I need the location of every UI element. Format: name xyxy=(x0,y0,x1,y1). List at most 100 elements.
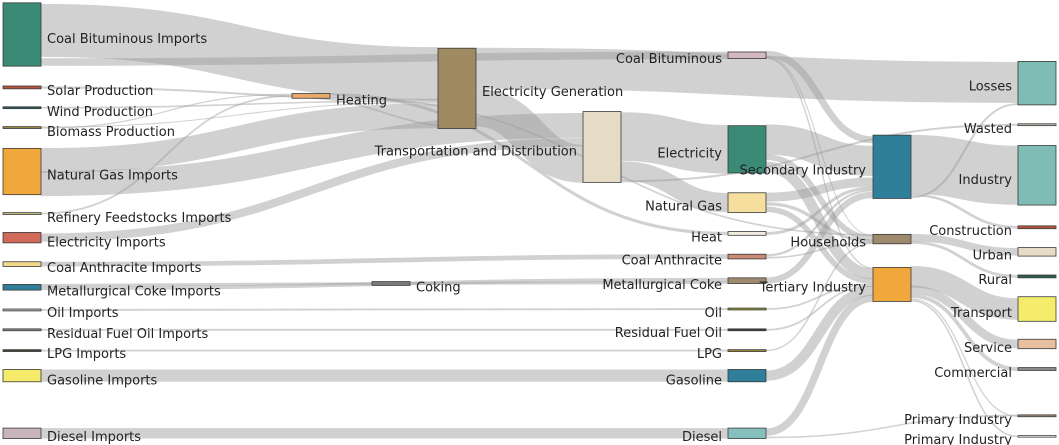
sankey-link-gas_imp-to-td xyxy=(40,112,584,197)
sankey-link-coal_anthr-to-households xyxy=(765,241,874,259)
sankey-link-solar-to-elec_gen xyxy=(40,86,439,101)
sankey-node-oil_imp xyxy=(2,308,42,312)
sankey-node-elec_imp xyxy=(2,232,42,244)
sankey-node-elec_gen xyxy=(437,47,477,129)
sankey-label-electricity: Electricity xyxy=(657,147,722,162)
sankey-link-tertiary-to-primary_ind2 xyxy=(910,299,1019,438)
sankey-node-industry xyxy=(1017,145,1057,206)
sankey-label-heating: Heating xyxy=(336,94,387,109)
sankey-link-secondary-to-industry xyxy=(910,134,1019,205)
sankey-node-wind xyxy=(2,106,42,110)
sankey-node-resid xyxy=(727,328,767,332)
sankey-node-primary_ind xyxy=(1017,414,1057,418)
sankey-node-urban xyxy=(1017,247,1057,257)
sankey-label-td: Transportation and Distribution xyxy=(374,145,577,160)
sankey-link-secondary-to-construction xyxy=(910,193,1019,229)
sankey-link-refinery-to-heating xyxy=(40,95,293,215)
sankey-node-electricity xyxy=(727,125,767,174)
sankey-node-heat xyxy=(727,231,767,236)
sankey-label-coal_anthr: Coal Anthracite xyxy=(622,253,722,268)
sankey-link-households-to-rural xyxy=(910,240,1019,278)
sankey-label-gas_imp: Natural Gas Imports xyxy=(47,168,178,183)
sankey-node-natgas xyxy=(727,192,767,214)
sankey-label-industry: Industry xyxy=(959,173,1013,188)
sankey-link-metcoke-to-secondary xyxy=(765,191,874,284)
sankey-label-urban: Urban xyxy=(973,249,1012,264)
sankey-node-heating xyxy=(291,93,331,99)
sankey-link-coal_bit_imp-to-coal_bit xyxy=(40,51,729,66)
sankey-label-coal_bit_imp: Coal Bituminous Imports xyxy=(47,32,207,47)
sankey-node-losses xyxy=(1017,61,1057,106)
sankey-node-td xyxy=(582,111,622,183)
sankey-label-tertiary: Tertiary Industry xyxy=(759,281,867,296)
sankey-link-electricity-to-tertiary xyxy=(765,161,874,280)
sankey-link-electricity-to-secondary xyxy=(765,124,874,177)
sankey-label-oil: Oil xyxy=(705,306,722,321)
sankey-node-diesel_imp xyxy=(2,427,42,439)
sankey-node-coal_anthr xyxy=(727,253,767,260)
sankey-node-gasoline xyxy=(727,369,767,383)
sankey-link-tertiary-to-transport xyxy=(910,265,1019,320)
sankey-link-coking-to-metcoke xyxy=(409,281,729,285)
sankey-label-natgas: Natural Gas xyxy=(645,199,722,214)
sankey-link-heat-to-secondary xyxy=(765,186,874,235)
sankey-node-tertiary xyxy=(872,267,912,302)
sankey-link-coal_bit_imp-to-elec_gen xyxy=(40,3,439,101)
sankey-node-gas_imp xyxy=(2,147,42,196)
sankey-link-wind-to-elec_gen xyxy=(40,100,439,109)
sankey-link-metcoke_imp-to-coking xyxy=(40,282,373,287)
sankey-link-heating-to-heat xyxy=(329,93,729,235)
sankey-labels: Coal Bituminous Imports Solar Production W… xyxy=(47,32,1012,445)
sankey-link-coal_bit-to-households xyxy=(765,56,874,237)
sankey-node-wasted xyxy=(1017,123,1057,127)
sankey-node-metcoke_imp xyxy=(2,284,42,291)
sankey-link-elec_imp-to-td xyxy=(40,138,584,242)
sankey-label-heat: Heat xyxy=(691,231,722,246)
sankey-link-td-to-natgas xyxy=(620,161,729,213)
sankey-label-solar: Solar Production xyxy=(47,84,153,99)
sankey-label-metcoke_imp: Metallurgical Coke Imports xyxy=(47,285,221,300)
sankey-link-lpg-to-households xyxy=(765,242,874,352)
sankey-link-diesel-to-primary_ind xyxy=(765,414,1019,439)
sankey-label-coking: Coking xyxy=(416,281,461,296)
sankey-link-elec_gen-to-losses xyxy=(475,47,1019,103)
sankey-label-commercial: Commercial xyxy=(934,366,1012,381)
sankey-node-biomass xyxy=(2,126,42,129)
sankey-node-commercial xyxy=(1017,367,1057,371)
sankey-node-transport xyxy=(1017,296,1057,322)
sankey-label-lpg: LPG xyxy=(697,347,722,362)
sankey-node-primary_ind2 xyxy=(1017,435,1057,438)
sankey-link-tertiary-to-commercial xyxy=(910,294,1019,371)
sankey-link-tertiary-to-primary_ind xyxy=(910,298,1019,417)
sankey-label-diesel: Diesel xyxy=(682,430,722,445)
sankey-label-oil_imp: Oil Imports xyxy=(47,306,119,321)
sankey-link-td-to-electricity xyxy=(620,112,729,174)
sankey-label-primary_ind: Primary Industry xyxy=(904,413,1012,428)
sankey-link-natgas-to-secondary xyxy=(765,177,874,202)
sankey-label-primary_ind2: Primary Industry xyxy=(904,433,1012,445)
sankey-label-secondary: Secondary Industry xyxy=(740,164,867,179)
sankey-link-anthr_imp-to-coal_anthr xyxy=(40,254,729,267)
sankey-label-resid: Residual Fuel Oil xyxy=(615,326,722,341)
sankey-link-biomass-to-elec_gen xyxy=(40,101,439,128)
sankey-node-anthr_imp xyxy=(2,261,42,267)
sankey-label-anthr_imp: Coal Anthracite Imports xyxy=(47,261,202,276)
sankey-label-transport: Transport xyxy=(950,306,1012,321)
sankey-label-service: Service xyxy=(964,341,1012,356)
sankey-label-diesel_imp: Diesel Imports xyxy=(47,430,141,445)
sankey-node-coal_bit xyxy=(727,51,767,59)
sankey-link-natgas-to-households xyxy=(765,202,874,243)
sankey-label-losses: Losses xyxy=(969,79,1013,94)
sankey-link-diesel-to-tertiary xyxy=(765,294,874,436)
sankey-link-secondary-to-losses xyxy=(910,103,1019,199)
sankey-node-lpg_imp xyxy=(2,349,42,352)
sankey-label-coal_bit: Coal Bituminous xyxy=(616,52,722,67)
sankey-link-oil-to-tertiary xyxy=(765,283,874,310)
sankey-link-biomass-to-heating xyxy=(40,93,293,129)
sankey-node-solar xyxy=(2,85,42,90)
sankey-node-households xyxy=(872,233,912,245)
sankey-link-coal_anthr-to-secondary xyxy=(765,189,874,257)
sankey-link-households-to-urban xyxy=(910,233,1019,256)
sankey-label-elec_gen: Electricity Generation xyxy=(482,85,623,100)
